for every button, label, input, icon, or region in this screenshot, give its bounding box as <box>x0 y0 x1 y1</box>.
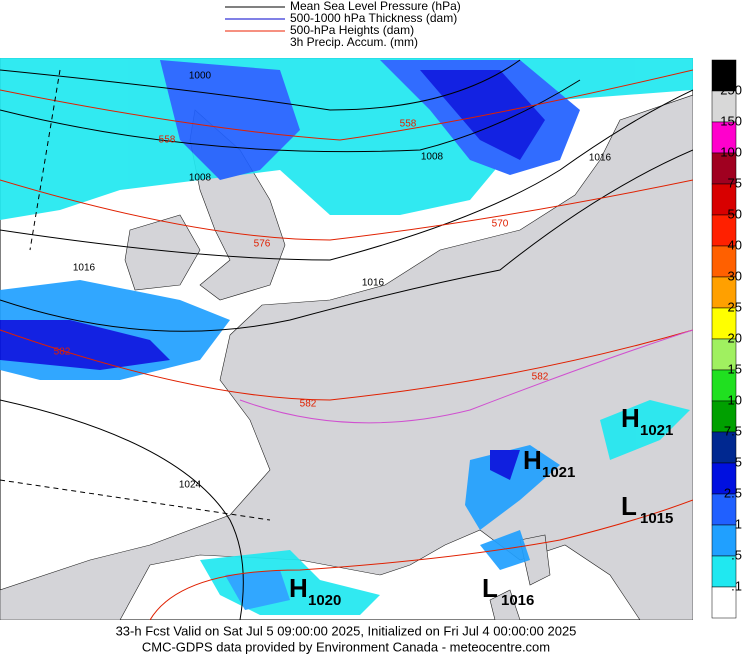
colorbar-box <box>711 214 737 247</box>
contour-label: 558 <box>159 135 176 146</box>
center-letter: H <box>289 573 308 603</box>
contour-label: 1008 <box>189 173 212 184</box>
center-value: 1016 <box>501 592 534 609</box>
contour-label: 558 <box>400 119 417 130</box>
colorbar-box <box>711 183 737 216</box>
colorbar-label: .1 <box>731 578 742 593</box>
center-letter: H <box>523 445 542 475</box>
colorbar-label: 40 <box>728 237 742 252</box>
colorbar-box <box>711 462 737 495</box>
colorbar-label: 150 <box>720 113 742 128</box>
colorbar-box <box>711 245 737 278</box>
colorbar-box <box>711 369 737 402</box>
contour-label: 582 <box>300 399 317 410</box>
colorbar-box <box>711 493 737 526</box>
colorbar-label: 15 <box>728 361 742 376</box>
contour-label: 1008 <box>421 152 444 163</box>
legend: Mean Sea Level Pressure (hPa)500-1000 hP… <box>225 0 461 49</box>
colorbar-box <box>711 276 737 309</box>
colorbar-box <box>711 152 737 185</box>
map: 1000 558 1008 576 1016 1016 1016 1008 558 570 582 5… <box>0 58 693 620</box>
contour-label: 576 <box>254 239 271 250</box>
center-value: 1021 <box>640 422 673 439</box>
colorbar-box <box>711 555 737 588</box>
colorbar-label: 75 <box>728 175 742 190</box>
legend-label: 500-1000 hPa Thickness (dam) <box>290 11 457 25</box>
colorbar: 250 150 100 75 50 40 30 25 20 15 10 7.5 5 2.5 1 .5 .1 <box>711 59 742 619</box>
legend-label: Mean Sea Level Pressure (hPa) <box>290 0 461 13</box>
footer-line: 33-h Fcst Valid on Sat Jul 5 09:00:00 20… <box>116 623 577 638</box>
colorbar-label: 2.5 <box>724 485 742 500</box>
colorbar-label: 50 <box>728 206 742 221</box>
contour-label: 1000 <box>189 71 212 82</box>
colorbar-label: 20 <box>728 330 742 345</box>
contour-label: 570 <box>492 219 509 230</box>
colorbar-label: 10 <box>728 392 742 407</box>
footer: 33-h Fcst Valid on Sat Jul 5 09:00:00 20… <box>116 623 577 654</box>
colorbar-box <box>711 524 737 557</box>
legend-label: 3h Precip. Accum. (mm) <box>290 35 418 49</box>
colorbar-label: 250 <box>720 82 742 97</box>
contour-label: 1016 <box>362 278 385 289</box>
contour-label: 582 <box>532 372 549 383</box>
center-letter: L <box>482 573 498 603</box>
center-letter: L <box>621 491 637 521</box>
colorbar-label: 100 <box>720 144 742 159</box>
colorbar-label: 25 <box>728 299 742 314</box>
contour-label: 1016 <box>589 153 612 164</box>
contour-label: 1024 <box>179 480 202 491</box>
colorbar-label: 5 <box>735 454 742 469</box>
legend-label: 500-hPa Heights (dam) <box>290 23 414 37</box>
center-value: 1015 <box>640 510 673 527</box>
colorbar-label: 7.5 <box>724 423 742 438</box>
colorbar-box <box>711 431 737 464</box>
colorbar-label: 1 <box>735 516 742 531</box>
contour-label: 582 <box>54 347 71 358</box>
colorbar-label: 30 <box>728 268 742 283</box>
center-letter: H <box>621 403 640 433</box>
contour-label: 1016 <box>73 263 96 274</box>
center-value: 1021 <box>542 464 575 481</box>
center-value: 1020 <box>308 592 341 609</box>
footer-line: CMC-GDPS data provided by Environment Ca… <box>142 639 550 654</box>
contour-labels: 1000 558 1008 576 1016 1016 1016 1008 558 570 582 5… <box>54 71 612 491</box>
colorbar-label: .5 <box>731 547 742 562</box>
colorbar-box <box>711 586 737 619</box>
colorbar-box <box>711 307 737 340</box>
colorbar-box <box>711 338 737 371</box>
